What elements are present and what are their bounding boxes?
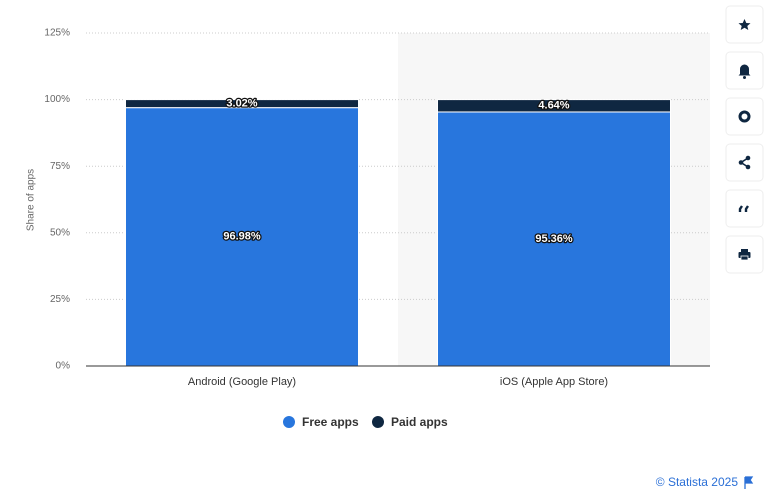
y-tick-label: 125% xyxy=(44,28,70,39)
credit[interactable]: © Statista 2025 xyxy=(656,475,739,489)
notification-button[interactable] xyxy=(725,51,764,90)
x-tick-label: Android (Google Play) xyxy=(188,376,296,388)
bar-segment xyxy=(437,111,671,367)
y-tick-label: 0% xyxy=(56,361,71,372)
bar-segment xyxy=(125,99,359,109)
y-tick-label: 100% xyxy=(44,94,70,105)
value-label: 95.36% xyxy=(535,233,573,245)
toolbar xyxy=(725,5,764,274)
y-tick-label: 25% xyxy=(50,294,70,305)
y-axis-label: Share of apps xyxy=(26,169,37,231)
value-label: 96.98% xyxy=(223,231,261,243)
bar-segment xyxy=(125,107,359,367)
legend-marker xyxy=(283,416,295,428)
favorite-button[interactable] xyxy=(725,5,764,44)
legend-marker xyxy=(372,416,384,428)
value-label: 3.02% xyxy=(226,98,257,110)
bar-segment xyxy=(437,99,671,113)
flag-icon[interactable] xyxy=(744,476,754,489)
legend-label: Free apps xyxy=(302,415,359,429)
settings-button[interactable] xyxy=(725,97,764,136)
x-tick-label: iOS (Apple App Store) xyxy=(500,376,608,388)
y-tick-label: 50% xyxy=(50,227,70,238)
print-button[interactable] xyxy=(725,235,764,274)
cite-button[interactable] xyxy=(725,189,764,228)
legend-label: Paid apps xyxy=(391,415,448,429)
share-button[interactable] xyxy=(725,143,764,182)
value-label: 4.64% xyxy=(538,100,569,112)
y-tick-label: 75% xyxy=(50,161,70,172)
